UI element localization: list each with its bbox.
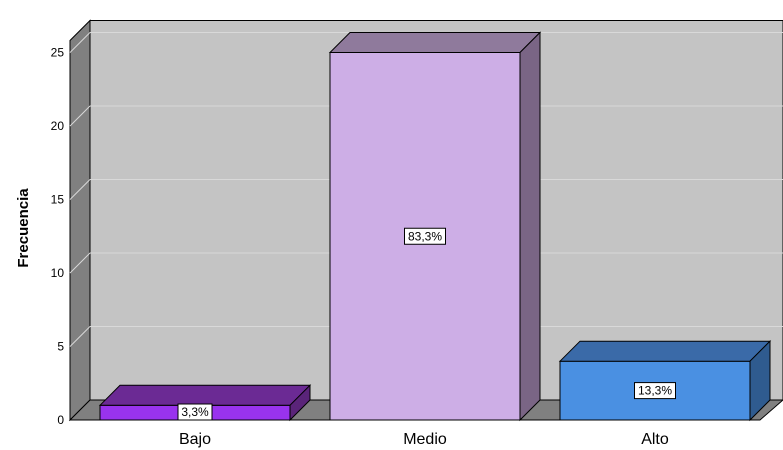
gridline-side xyxy=(69,179,91,200)
y-tick-label: 25 xyxy=(51,46,65,60)
x-tick-label: Medio xyxy=(403,431,447,448)
plot-side-wall xyxy=(69,19,91,422)
y-tick-label: 5 xyxy=(57,340,64,354)
bar-top-medio xyxy=(328,32,542,53)
data-label-box xyxy=(634,382,676,400)
gridline-side xyxy=(69,105,91,127)
gridline-side xyxy=(69,32,91,53)
y-tick-label: 20 xyxy=(51,119,65,133)
bar-top-bajo xyxy=(98,384,312,406)
bar-side-medio xyxy=(519,31,541,422)
data-label: 13,3% xyxy=(638,384,672,398)
y-tick-label: 0 xyxy=(57,413,64,427)
y-axis-title: Frecuencia xyxy=(15,188,32,268)
data-label: 83,3% xyxy=(408,229,442,243)
x-tick-label: Alto xyxy=(641,431,669,448)
data-label-box xyxy=(177,403,213,421)
data-label: 3,3% xyxy=(181,405,209,419)
bar-side-alto xyxy=(749,339,771,422)
x-tick-label: Bajo xyxy=(179,431,211,448)
data-label-box xyxy=(404,227,446,245)
bar-side-bajo xyxy=(289,384,311,422)
gridline-side xyxy=(69,252,91,274)
bar-top-alto xyxy=(558,340,772,362)
gridline-side xyxy=(69,326,91,347)
y-tick-label: 15 xyxy=(51,193,65,207)
y-tick-label: 10 xyxy=(51,266,65,280)
